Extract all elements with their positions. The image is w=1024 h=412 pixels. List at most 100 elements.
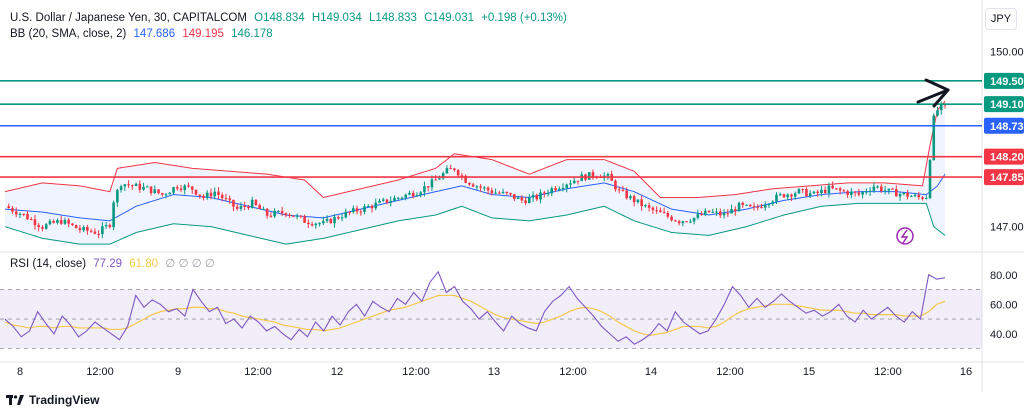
candle-body xyxy=(44,224,48,229)
candle-body xyxy=(909,196,913,198)
candle-body xyxy=(471,184,475,187)
candle-body xyxy=(468,182,471,185)
candle-body xyxy=(41,226,44,229)
chart-canvas[interactable]: 149.500 149.100 148.730 148.200 147.850 150.0… xyxy=(0,0,1024,392)
candle-body xyxy=(636,199,640,203)
candle-body xyxy=(786,194,790,198)
candle-body xyxy=(314,223,318,226)
candle-body xyxy=(936,110,939,116)
candle-body xyxy=(449,168,452,170)
candle-body xyxy=(190,186,194,190)
candle-body xyxy=(606,173,610,176)
candle-body xyxy=(172,187,175,193)
candle-body xyxy=(700,214,703,216)
candle-body xyxy=(146,186,149,188)
currency-button[interactable]: JPY xyxy=(985,8,1017,30)
candle-body xyxy=(239,205,243,209)
candle-body xyxy=(528,197,531,204)
symbol-title: U.S. Dollar / Japanese Yen, 30, CAPITALC… xyxy=(10,12,247,24)
bb-fill xyxy=(5,101,945,245)
candle-body xyxy=(775,194,778,202)
candle-body xyxy=(846,191,849,195)
candle-body xyxy=(318,223,321,225)
change-value: +0.198 (+0.13%) xyxy=(481,12,567,24)
candle-body xyxy=(876,186,879,188)
price-level-label: 147.850 xyxy=(990,172,1024,184)
price-level-tag xyxy=(984,117,1024,134)
candle-body xyxy=(872,186,876,191)
candle-body xyxy=(18,213,22,215)
candle-body xyxy=(831,185,834,189)
price-level-label: 149.100 xyxy=(990,99,1024,111)
tradingview-footer[interactable]: TradingView xyxy=(6,393,99,407)
candle-body xyxy=(801,189,804,191)
candle-body xyxy=(554,188,557,191)
candle-body xyxy=(718,211,722,216)
candle-body xyxy=(460,175,464,177)
candle-body xyxy=(220,194,224,199)
time-axis-tick: 8 xyxy=(17,366,23,378)
candle-body xyxy=(22,213,26,215)
candle-body xyxy=(292,215,295,217)
candle-body xyxy=(370,206,374,209)
candle-body xyxy=(823,189,827,194)
arrow-head xyxy=(924,78,950,108)
candle-body xyxy=(670,216,673,221)
time-axis-tick: 9 xyxy=(175,366,181,378)
candle-body xyxy=(250,199,254,208)
candle-body xyxy=(419,192,422,196)
candle-body xyxy=(778,194,782,196)
bb-basis-value: 147.686 xyxy=(133,28,176,40)
rsi-extra-values: ∅ ∅ ∅ ∅ xyxy=(165,258,215,270)
rsi-line xyxy=(4,270,946,345)
candle-body xyxy=(707,210,711,213)
time-axis-tick: 12:00 xyxy=(402,366,430,378)
candle-body xyxy=(625,190,628,199)
candle-body xyxy=(194,189,198,195)
candle-body xyxy=(14,211,18,215)
candle-body xyxy=(56,220,59,223)
candle-body xyxy=(228,198,232,200)
candle-body xyxy=(48,220,52,225)
candle-body xyxy=(677,221,681,224)
candle-body xyxy=(924,198,928,200)
tradingview-logo-icon xyxy=(6,395,24,405)
candle-body xyxy=(355,208,359,212)
candle-body xyxy=(887,188,891,191)
candle-body xyxy=(71,223,74,226)
candle-body xyxy=(183,185,187,191)
candle-body xyxy=(168,192,172,195)
candle-body xyxy=(790,194,793,197)
candle-body xyxy=(621,189,625,191)
rsi-ma-value: 61.80 xyxy=(129,258,159,270)
candle-body xyxy=(303,216,306,223)
candle-body xyxy=(539,192,542,200)
candle-body xyxy=(108,224,112,228)
candle-body xyxy=(269,215,273,217)
candle-body xyxy=(116,190,119,203)
candle-body xyxy=(374,202,378,209)
candle-body xyxy=(78,228,82,231)
candle-body xyxy=(557,188,561,191)
candle-body xyxy=(280,210,284,214)
candle-body xyxy=(490,190,494,194)
candle-body xyxy=(101,226,104,235)
low-value: L148.833 xyxy=(368,12,417,24)
candle-body xyxy=(820,189,823,194)
candle-body xyxy=(254,199,258,206)
candle-body xyxy=(531,194,535,198)
candle-body xyxy=(404,194,408,198)
candle-body xyxy=(921,197,924,199)
lightning-icon xyxy=(900,229,909,244)
time-axis-tick: 14 xyxy=(645,366,657,378)
candle-body xyxy=(82,226,85,231)
candle-body xyxy=(838,188,842,191)
candle-body xyxy=(865,191,868,193)
candle-body xyxy=(408,192,411,195)
candle-body xyxy=(217,191,220,195)
candle-body xyxy=(142,186,145,190)
candle-body xyxy=(29,219,33,221)
candle-body xyxy=(26,213,29,220)
candle-body xyxy=(337,216,340,219)
candle-body xyxy=(198,194,202,196)
